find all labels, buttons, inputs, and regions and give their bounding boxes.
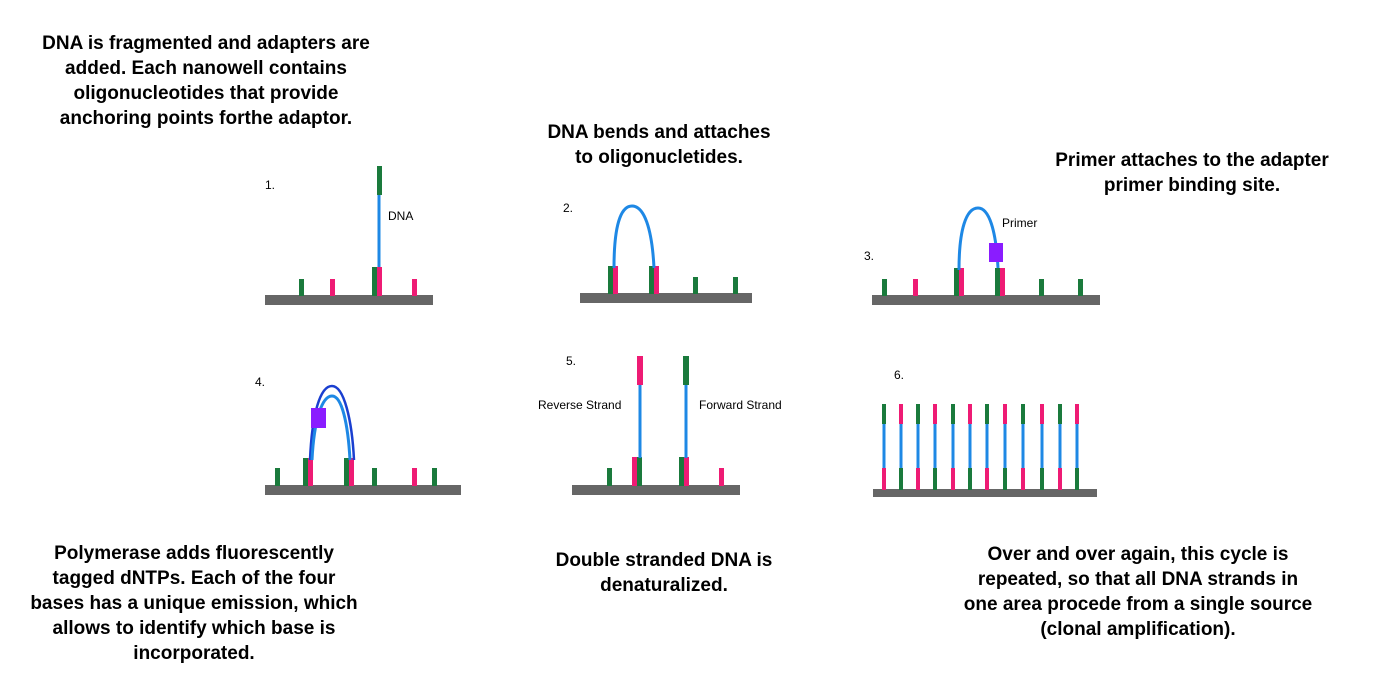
forward-strand-label: Forward Strand bbox=[699, 398, 782, 412]
caption-step-5: Double stranded DNA is denaturalized. bbox=[555, 550, 773, 596]
oligo-green bbox=[995, 268, 1000, 296]
dna-label: DNA bbox=[388, 209, 413, 223]
strand-top-adapter bbox=[882, 404, 886, 424]
strand-bottom-adapter bbox=[1058, 468, 1062, 490]
oligo-pink bbox=[1000, 268, 1005, 296]
strand-top-adapter bbox=[899, 404, 903, 424]
oligo-green bbox=[1039, 279, 1044, 296]
clonal-cluster bbox=[882, 404, 1079, 490]
oligo-green bbox=[303, 458, 308, 486]
caption-step-1: DNA is fragmented and adapters are added… bbox=[42, 33, 370, 129]
panel-2-number: 2. bbox=[563, 201, 573, 215]
nanowell-surface bbox=[572, 485, 740, 495]
strand-top-adapter bbox=[1058, 404, 1062, 424]
panel-2: 2. bbox=[563, 201, 752, 303]
strand-bottom-adapter bbox=[1003, 468, 1007, 490]
oligo-green bbox=[882, 279, 887, 296]
strand-bottom-adapter bbox=[985, 468, 989, 490]
panel-4: 4. bbox=[255, 375, 461, 495]
caption-step-6: Over and over again, this cycle is repea… bbox=[963, 544, 1313, 640]
oligo-green bbox=[649, 266, 654, 294]
strand-top-adapter bbox=[1040, 404, 1044, 424]
bent-dna-strand bbox=[957, 206, 1000, 271]
oligo-pink bbox=[959, 268, 964, 296]
oligo-pink bbox=[412, 279, 417, 296]
strand-top-adapter bbox=[916, 404, 920, 424]
oligo-pink bbox=[684, 457, 689, 486]
adapter-green bbox=[372, 267, 377, 296]
strand-top-adapter bbox=[985, 404, 989, 424]
adapter-pink bbox=[377, 267, 382, 296]
panel-5-number: 5. bbox=[566, 354, 576, 368]
reverse-strand-adapter bbox=[637, 356, 643, 385]
panel-1: 1. DNA bbox=[265, 166, 433, 305]
caption-step-4: Polymerase adds fluorescently tagged dNT… bbox=[30, 543, 358, 664]
oligo-pink bbox=[308, 458, 313, 486]
strand-top-adapter bbox=[933, 404, 937, 424]
oligo-green bbox=[954, 268, 959, 296]
caption-step-2: DNA bends and attaches to oligonucletide… bbox=[547, 122, 771, 168]
polymerase-square bbox=[311, 408, 326, 428]
panel-6-number: 6. bbox=[894, 368, 904, 382]
primer-label: Primer bbox=[1002, 216, 1037, 230]
reverse-strand-label: Reverse Strand bbox=[538, 398, 621, 412]
oligo-green bbox=[607, 468, 612, 486]
oligo-green bbox=[372, 468, 377, 486]
caption-step-3: Primer attaches to the adapter primer bi… bbox=[1055, 150, 1329, 196]
oligo-pink bbox=[654, 266, 659, 294]
oligo-green bbox=[344, 458, 349, 486]
template-dna-strand bbox=[310, 394, 352, 461]
strand-top-adapter bbox=[1003, 404, 1007, 424]
oligo-pink bbox=[719, 468, 724, 486]
strand-bottom-adapter bbox=[951, 468, 955, 490]
strand-bottom-adapter bbox=[916, 468, 920, 490]
strand-top-adapter bbox=[1021, 404, 1025, 424]
oligo-green bbox=[637, 457, 642, 486]
oligo-green bbox=[275, 468, 280, 486]
oligo-green bbox=[432, 468, 437, 486]
strand-bottom-adapter bbox=[933, 468, 937, 490]
oligo-pink bbox=[412, 468, 417, 486]
strand-bottom-adapter bbox=[968, 468, 972, 490]
strand-bottom-adapter bbox=[1021, 468, 1025, 490]
oligo-green bbox=[679, 457, 684, 486]
strand-bottom-adapter bbox=[882, 468, 886, 490]
nanowell-surface bbox=[265, 295, 433, 305]
oligo-green bbox=[693, 277, 698, 294]
strand-top-adapter bbox=[951, 404, 955, 424]
oligo-pink bbox=[613, 266, 618, 294]
bent-dna-strand bbox=[612, 204, 656, 269]
strand-top-adapter bbox=[968, 404, 972, 424]
strand-top-adapter bbox=[1075, 404, 1079, 424]
strand-bottom-adapter bbox=[1040, 468, 1044, 490]
strand-bottom-adapter bbox=[1075, 468, 1079, 490]
oligo-green bbox=[733, 277, 738, 294]
forward-strand-adapter bbox=[683, 356, 689, 385]
strand-bottom-adapter bbox=[899, 468, 903, 490]
primer-square bbox=[989, 243, 1003, 262]
oligo-green bbox=[1078, 279, 1083, 296]
nanowell-surface bbox=[872, 295, 1100, 305]
nanowell-surface bbox=[580, 293, 752, 303]
panel-5: 5. Reverse Strand Forward Strand bbox=[538, 354, 782, 495]
adapter-green-top bbox=[377, 166, 382, 195]
oligo-green bbox=[299, 279, 304, 296]
oligo-pink bbox=[632, 457, 637, 486]
panel-3: 3. Primer bbox=[864, 206, 1100, 305]
panel-1-number: 1. bbox=[265, 178, 275, 192]
oligo-pink bbox=[913, 279, 918, 296]
oligo-green bbox=[608, 266, 613, 294]
nanowell-surface bbox=[873, 489, 1097, 497]
oligo-pink bbox=[349, 458, 354, 486]
panel-3-number: 3. bbox=[864, 249, 874, 263]
panel-6: 6. bbox=[873, 368, 1097, 497]
oligo-pink bbox=[330, 279, 335, 296]
panel-4-number: 4. bbox=[255, 375, 265, 389]
nanowell-surface bbox=[265, 485, 461, 495]
